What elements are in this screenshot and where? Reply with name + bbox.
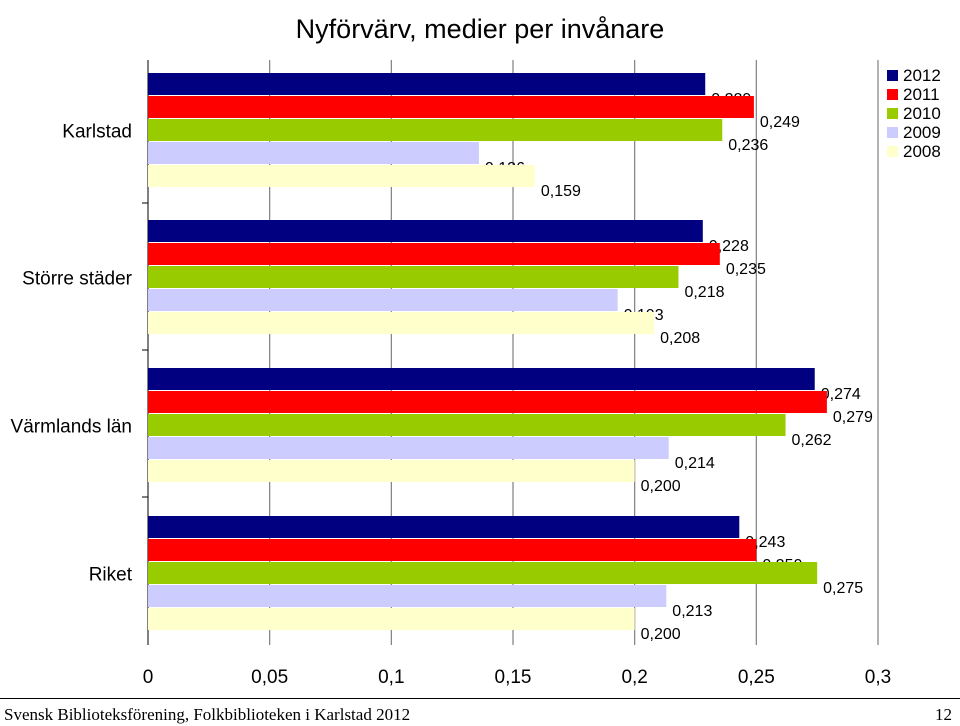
bar (148, 608, 635, 630)
bar (148, 460, 635, 482)
bar (148, 96, 754, 118)
data-label: 0,213 (672, 603, 712, 620)
data-label: 0,249 (760, 114, 800, 131)
bar (148, 391, 827, 413)
legend-swatch (887, 70, 898, 81)
legend-label: 2009 (903, 123, 941, 142)
legend-swatch (887, 108, 898, 119)
x-tick-label: 0 (143, 667, 154, 688)
category-label: Större städer (22, 269, 132, 290)
x-tick-label: 0,25 (738, 667, 775, 688)
bar (148, 516, 740, 538)
category-label: Karlstad (62, 122, 132, 143)
bar (148, 585, 667, 607)
data-label: 0,214 (675, 455, 715, 472)
footer: Svensk Biblioteksförening, Folkbibliotek… (0, 698, 960, 726)
bar (148, 119, 723, 141)
legend-swatch (887, 127, 898, 138)
bar (148, 437, 669, 459)
data-label: 0,235 (726, 261, 766, 278)
data-label: 0,275 (823, 580, 863, 597)
x-tick-label: 0,05 (251, 667, 288, 688)
category-label: Riket (89, 565, 133, 586)
bar (148, 73, 706, 95)
bar (148, 312, 655, 334)
legend-swatch (887, 146, 898, 157)
bar-chart: Nyförvärv, medier per invånare Karlstad S… (10, 14, 941, 688)
legend-swatch (887, 89, 898, 100)
bar (148, 220, 703, 242)
page-number: 12 (935, 705, 952, 724)
x-tick-label: 0,3 (865, 667, 891, 688)
legend-label: 2012 (903, 66, 941, 85)
legend-label: 2011 (903, 85, 940, 104)
data-label: 0,279 (833, 409, 873, 426)
legend-label: 2008 (903, 142, 941, 161)
bar (148, 414, 786, 436)
footer-source: Svensk Biblioteksförening, Folkbibliotek… (4, 705, 411, 724)
bar (148, 142, 479, 164)
bar (148, 289, 618, 311)
category-label: Värmlands län (11, 417, 132, 438)
data-label: 0,159 (541, 183, 581, 200)
bar (148, 243, 720, 265)
legend-label: 2010 (903, 104, 941, 123)
data-label: 0,200 (641, 626, 681, 643)
x-tick-label: 0,1 (378, 667, 404, 688)
data-label: 0,262 (792, 432, 832, 449)
data-label: 0,236 (728, 137, 768, 154)
data-label: 0,208 (660, 330, 700, 347)
bar (148, 165, 535, 187)
x-tick-label: 0,15 (495, 667, 532, 688)
data-label: 0,218 (684, 284, 724, 301)
chart-title: Nyförvärv, medier per invånare (296, 14, 665, 44)
bar (148, 562, 818, 584)
bar (148, 539, 757, 561)
plot-area: Karlstad Större städer Värmlands län Riket 0… (11, 60, 891, 688)
bar (148, 368, 815, 390)
data-label: 0,200 (641, 478, 681, 495)
data-label: 0,274 (821, 386, 861, 403)
bar (148, 266, 679, 288)
x-tick-label: 0,2 (621, 667, 647, 688)
